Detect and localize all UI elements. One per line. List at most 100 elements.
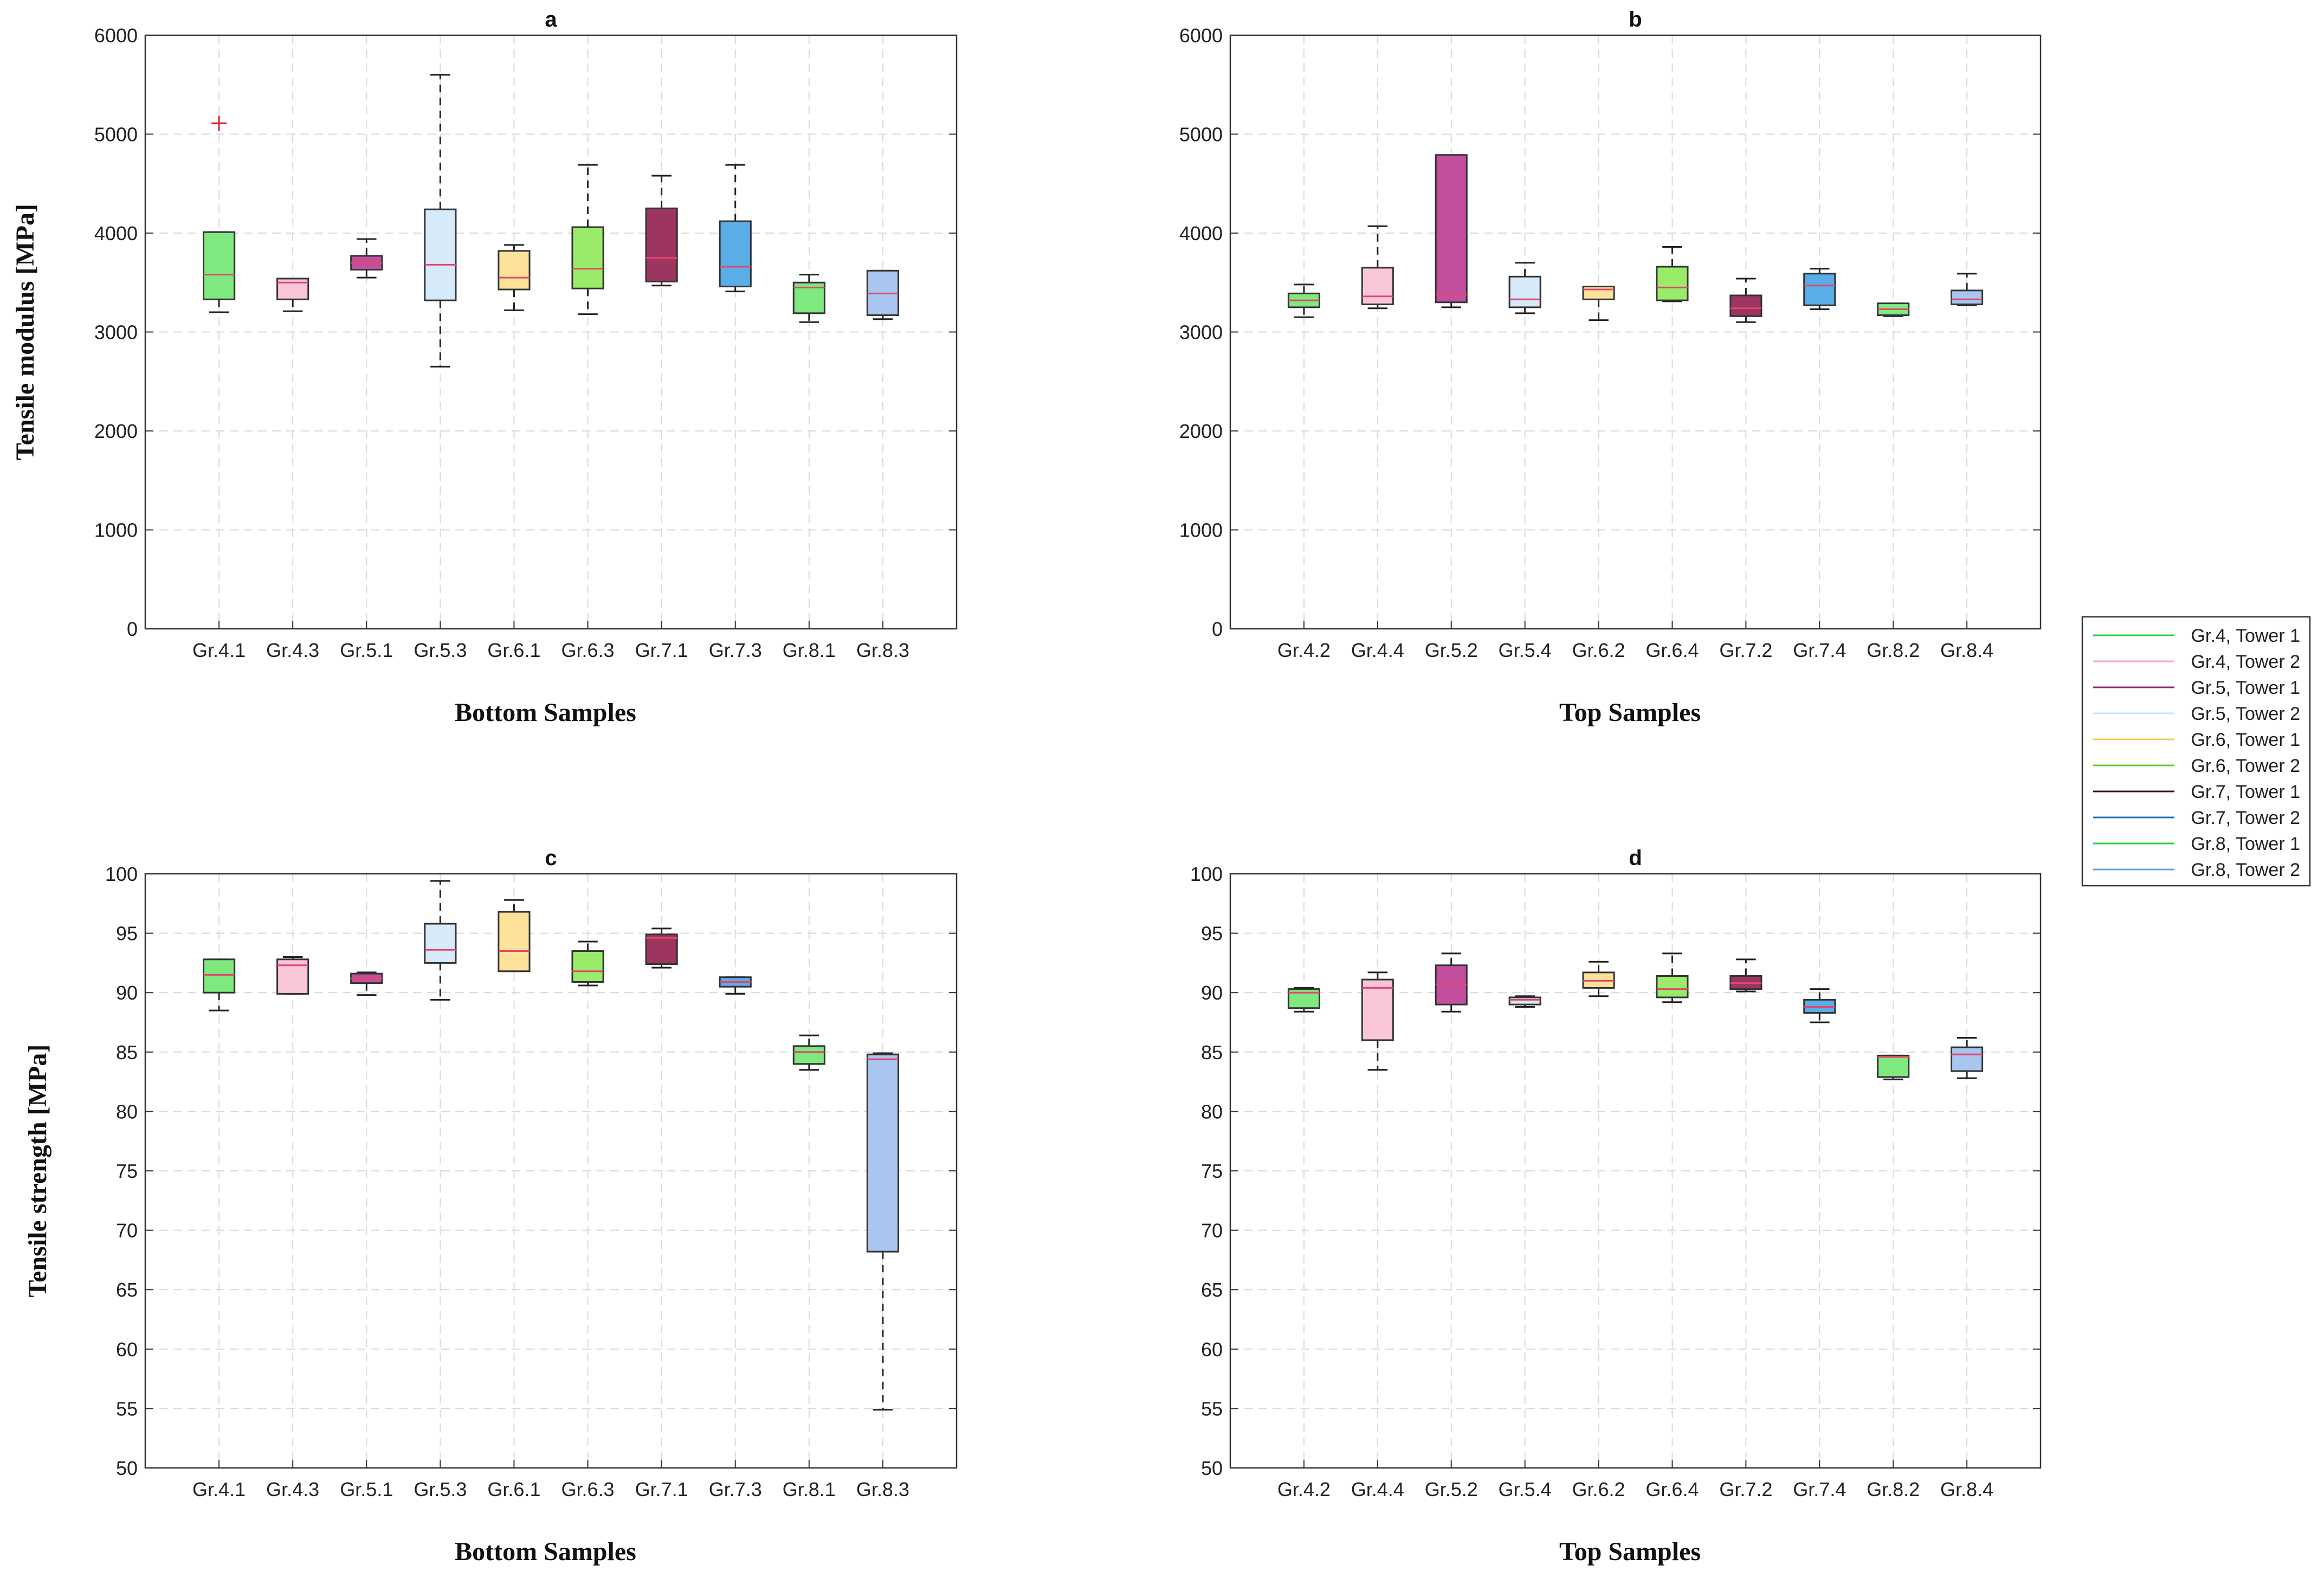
box-Gr.4.1 <box>203 958 236 1012</box>
x-tick-label: Gr.6.4 <box>1645 639 1699 661</box>
x-tick-label: Gr.7.2 <box>1719 1478 1772 1500</box>
box-body <box>424 208 457 301</box>
box-body <box>1361 978 1394 1041</box>
x-tick-label: Gr.6.1 <box>487 639 540 661</box>
box-Gr.4.4 <box>1361 971 1394 1071</box>
x-tick-label: Gr.8.2 <box>1867 639 1920 661</box>
x-tick-label: Gr.8.3 <box>856 1478 909 1500</box>
box-Gr.4.2 <box>1287 987 1320 1013</box>
y-tick-label: 60 <box>116 1338 138 1361</box>
y-tick-label: 3000 <box>94 321 138 344</box>
panel-d: 50 55 60 65 70 75 80 85 90 95 100 Gr.4.2 Gr.4.4 Gr.5.… <box>1190 846 2042 1566</box>
box-Gr.8.3 <box>866 269 899 320</box>
box-Gr.7.2 <box>1729 278 1763 323</box>
y-tick-label: 100 <box>105 863 138 885</box>
y-tick-label: 85 <box>1201 1041 1223 1064</box>
x-tick-label: Gr.6.2 <box>1572 639 1625 661</box>
box-Gr.5.4 <box>1508 995 1541 1008</box>
x-tick-label: Gr.5.3 <box>414 639 467 661</box>
x-tick-label: Gr.5.2 <box>1425 639 1478 661</box>
legend-label: Gr.6, Tower 2 <box>2191 756 2300 776</box>
box-Gr.8.1 <box>792 1034 825 1071</box>
legend-label: Gr.5, Tower 2 <box>2191 704 2300 724</box>
legend-label: Gr.5, Tower 1 <box>2191 678 2300 698</box>
x-tick-label: Gr.8.1 <box>783 639 836 661</box>
panel-title: c <box>545 846 557 870</box>
y-tick-label: 2000 <box>94 420 138 442</box>
box-Gr.6.3 <box>571 940 604 987</box>
x-tick-label: Gr.5.4 <box>1499 639 1552 661</box>
y-tick-label: 4000 <box>94 222 138 244</box>
y-tick-label: 5000 <box>94 124 138 146</box>
box-body <box>1582 286 1615 300</box>
y-tick-label: 2000 <box>1179 420 1223 442</box>
box-body <box>1951 289 1984 305</box>
box-body <box>276 278 309 300</box>
panel-title: d <box>1629 846 1642 870</box>
x-tick-label: Gr.6.4 <box>1645 1478 1699 1500</box>
box-body <box>571 226 604 289</box>
axes-border <box>144 34 958 630</box>
y-tick-label: 0 <box>127 618 138 640</box>
x-tick-label: Gr.7.1 <box>635 1478 688 1500</box>
x-tick-label: Gr.4.4 <box>1351 1478 1404 1500</box>
plot-area <box>145 874 957 1468</box>
box-Gr.7.3 <box>719 976 752 995</box>
box-body <box>1508 275 1541 308</box>
x-tick-label: Gr.5.1 <box>340 1478 393 1500</box>
x-tick-label: Gr.8.4 <box>1940 1478 1993 1500</box>
box-Gr.4.1 <box>203 115 236 313</box>
legend-label: Gr.8, Tower 1 <box>2191 834 2300 854</box>
box-Gr.8.4 <box>1951 273 1984 306</box>
box-body <box>645 933 678 965</box>
x-tick-label: Gr.6.3 <box>561 1478 615 1500</box>
axes-border <box>1229 873 2042 1469</box>
y-tick-label: 0 <box>1212 618 1223 640</box>
y-tick-label: 55 <box>1201 1397 1223 1420</box>
legend-label: Gr.4, Tower 1 <box>2191 626 2300 646</box>
box-Gr.5.1 <box>350 971 383 996</box>
x-axis-label: Top Samples <box>1559 1537 1701 1566</box>
box-body <box>498 911 531 972</box>
legend-label: Gr.8, Tower 2 <box>2191 860 2300 880</box>
x-tick-label: Gr.5.1 <box>340 639 393 661</box>
box-body <box>1951 1046 1984 1072</box>
x-tick-label: Gr.7.3 <box>709 1478 762 1500</box>
box-body <box>1508 996 1541 1006</box>
y-tick-label: 85 <box>116 1041 138 1064</box>
y-tick-label: 50 <box>1201 1457 1223 1479</box>
box-Gr.5.3 <box>424 74 457 368</box>
axes-border <box>1229 34 2042 630</box>
box-Gr.6.4 <box>1656 246 1689 302</box>
legend-entry: Gr.8, Tower 1 <box>2093 834 2300 854</box>
x-tick-label: Gr.8.1 <box>783 1478 836 1500</box>
axes-border <box>144 873 958 1469</box>
x-tick-label: Gr.5.2 <box>1425 1478 1478 1500</box>
box-body <box>1656 266 1689 301</box>
plot-area <box>1230 874 2041 1468</box>
x-tick-label: Gr.4.2 <box>1277 1478 1331 1500</box>
y-tick-label: 70 <box>1201 1220 1223 1242</box>
box-Gr.8.4 <box>1951 1036 1984 1079</box>
box-body <box>203 231 236 300</box>
x-tick-label: Gr.7.2 <box>1719 639 1772 661</box>
legend-entry: Gr.7, Tower 1 <box>2093 782 2300 802</box>
panel-title: b <box>1629 8 1642 31</box>
box-Gr.6.2 <box>1582 286 1615 321</box>
x-tick-label: Gr.4.1 <box>192 1478 246 1500</box>
box-body <box>645 207 678 282</box>
box-Gr.5.1 <box>350 238 383 279</box>
x-axis-label: Bottom Samples <box>455 1537 636 1566</box>
x-tick-label: Gr.8.2 <box>1867 1478 1920 1500</box>
y-tick-label: 95 <box>1201 923 1223 945</box>
box-Gr.4.3 <box>276 278 309 312</box>
y-tick-label: 65 <box>116 1279 138 1301</box>
y-tick-label: 75 <box>116 1160 138 1182</box>
x-tick-label: Gr.6.3 <box>561 639 615 661</box>
y-tick-label: 70 <box>116 1220 138 1242</box>
box-Gr.5.4 <box>1508 262 1541 314</box>
box-body <box>1361 267 1394 305</box>
box-Gr.7.4 <box>1803 268 1836 311</box>
x-tick-label: Gr.4.2 <box>1277 639 1331 661</box>
